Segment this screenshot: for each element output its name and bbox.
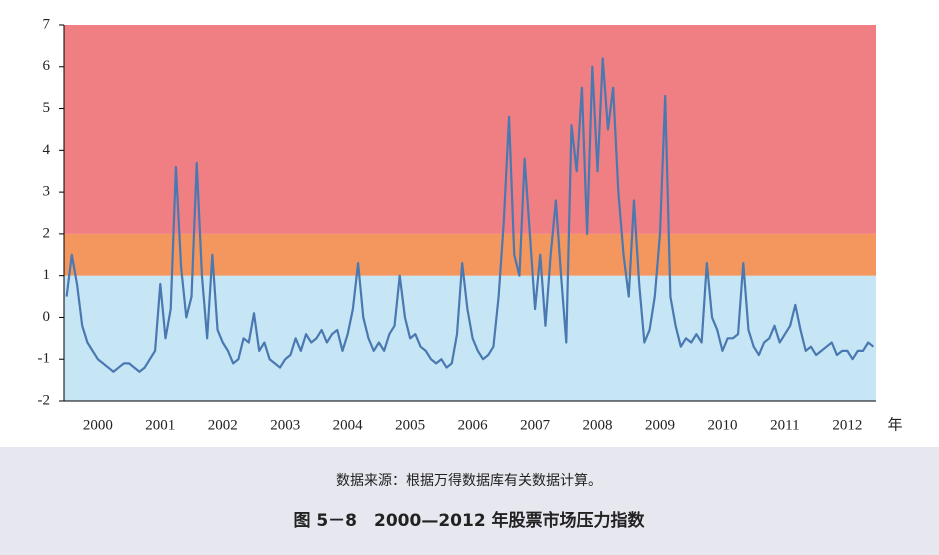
y-tick-label: 7 xyxy=(43,16,51,32)
y-tick-label: 0 xyxy=(43,309,51,325)
x-tick-label: 2010 xyxy=(707,417,737,433)
band xyxy=(64,25,876,234)
x-tick-label: 2004 xyxy=(333,417,364,433)
source: 数据来源：根据万得数据库有关数据计算。 xyxy=(336,472,602,489)
x-tick-label: 2005 xyxy=(395,417,425,433)
x-tick-label: 2002 xyxy=(208,417,238,433)
x-tick-label: 2006 xyxy=(458,417,489,433)
y-tick-label: -2 xyxy=(38,392,51,408)
x-tick-label: 2000 xyxy=(83,417,113,433)
y-tick-label: 6 xyxy=(43,58,51,74)
x-tick-label: 2011 xyxy=(770,417,799,433)
y-tick-label: 1 xyxy=(43,267,51,283)
x-tick-label: 2001 xyxy=(145,417,175,433)
x-axis-label: 年 xyxy=(887,416,902,433)
x-tick-label: 2008 xyxy=(583,417,613,433)
band xyxy=(64,233,876,276)
y-tick-label: 2 xyxy=(43,225,51,241)
y-tick-label: 5 xyxy=(43,100,51,116)
y-tick-label: 4 xyxy=(43,142,51,158)
caption: 图 5－8 2000—2012 年股票市场压力指数 xyxy=(293,510,645,531)
x-tick-label: 2009 xyxy=(645,417,675,433)
y-tick-label: 3 xyxy=(43,184,51,200)
y-tick-label: -1 xyxy=(38,351,51,367)
x-tick-label: 2007 xyxy=(520,417,551,433)
band xyxy=(64,275,876,401)
footer-bg xyxy=(0,447,939,555)
x-tick-label: 2012 xyxy=(832,417,862,433)
line xyxy=(65,57,875,373)
x-tick-label: 2003 xyxy=(270,417,300,433)
